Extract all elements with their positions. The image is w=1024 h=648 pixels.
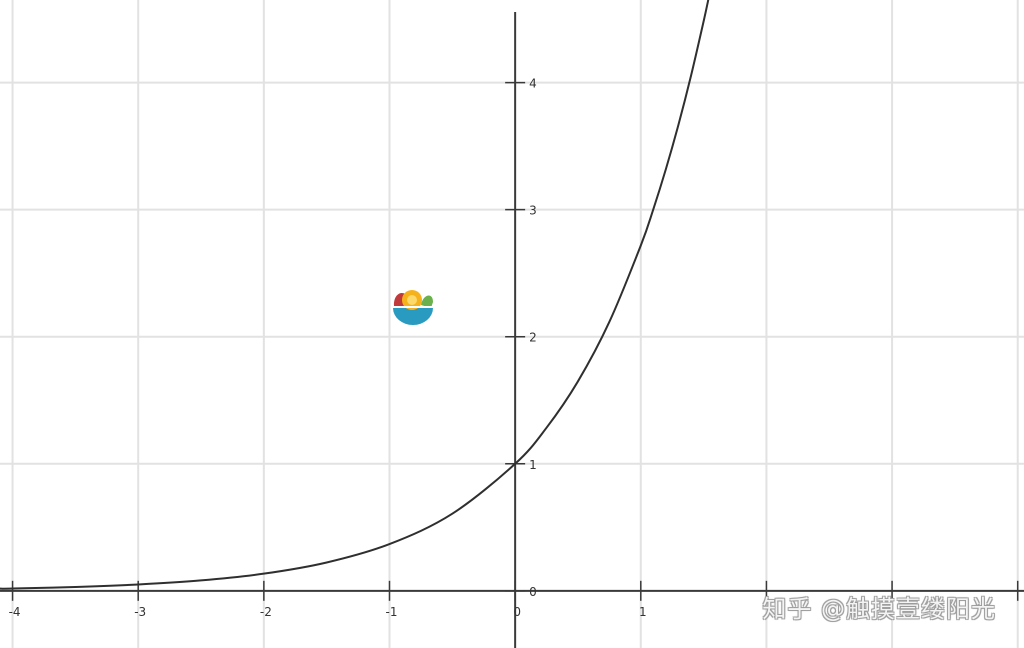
y-tick-label: 1: [529, 458, 537, 472]
x-tick-label: -2: [260, 605, 272, 619]
bowl-shape: [393, 308, 433, 325]
fruit-green: [421, 295, 433, 308]
x-tick-label: 1: [639, 605, 647, 619]
bowl-logo-icon: [393, 290, 433, 325]
y-tick-label: 3: [529, 204, 537, 218]
tick-labels: -4 -3 -2 -1 0 1 0 1 2 3 4: [9, 77, 647, 619]
y-tick-label: 2: [529, 331, 537, 345]
axes: [0, 12, 1024, 648]
y-tick-label: 4: [529, 77, 537, 91]
fruit-orange-center: [407, 295, 417, 305]
x-tick-label: -3: [134, 605, 146, 619]
series-line: [0, 0, 710, 590]
plot-area: [0, 0, 710, 590]
x-tick-label: -1: [386, 605, 398, 619]
x-tick-label: -4: [9, 605, 21, 619]
y-tick-label: 0: [529, 585, 537, 599]
watermark-text: 知乎 @触摸壹缕阳光: [762, 595, 996, 623]
x-tick-label: 0: [513, 605, 521, 619]
